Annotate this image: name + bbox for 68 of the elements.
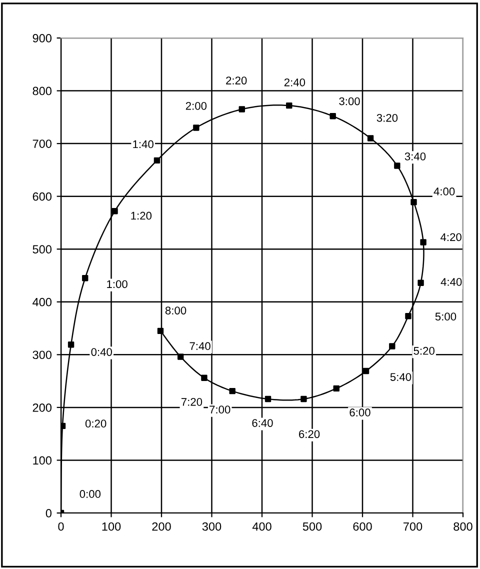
point (410, 199, 417, 206)
point (286, 102, 292, 109)
point (300, 396, 307, 402)
point (201, 374, 208, 381)
x-tick-label: 500 (302, 522, 322, 531)
y-tick-label: 500 (32, 245, 52, 254)
point (362, 368, 370, 374)
annotation: 7:20 (181, 398, 202, 406)
y-tick-label: 200 (32, 403, 52, 412)
annotation: 3:40 (404, 152, 426, 160)
annotation: 6:00 (350, 408, 370, 416)
annotation: 8:00 (165, 306, 186, 314)
point (157, 328, 164, 334)
point (177, 354, 184, 360)
point (405, 313, 412, 320)
annotation: 4:20 (440, 233, 462, 242)
x-tick-label: 100 (102, 522, 121, 531)
x-tick-label: 200 (152, 522, 171, 531)
y-tick-label: 100 (33, 456, 52, 465)
x-tick-label: 600 (353, 522, 372, 531)
point (418, 280, 424, 286)
x-tick-label: 0 (58, 522, 64, 531)
annotation: 5:20 (414, 346, 434, 355)
y-tick-label: 0 (46, 509, 52, 518)
point (229, 388, 236, 394)
annotation: 6:40 (252, 419, 273, 427)
point (367, 135, 374, 142)
annotation: 5:00 (435, 312, 456, 321)
annotation: 7:00 (210, 406, 230, 414)
point (61, 422, 66, 430)
annotation: 2:20 (226, 76, 247, 84)
annotation: 3:20 (376, 114, 398, 122)
x-tick-label: 700 (404, 522, 422, 531)
x-tick-label: 400 (252, 522, 272, 531)
x-tick-label: 800 (454, 522, 472, 531)
point (112, 208, 118, 214)
annotation: 0:00 (80, 490, 101, 498)
y-tick-label: 400 (32, 298, 52, 306)
annotation: 0:40 (91, 348, 112, 356)
point (154, 157, 160, 164)
annotation: 2:00 (186, 102, 207, 110)
annotation: 4:40 (440, 278, 462, 286)
annotation: 5:40 (390, 373, 412, 381)
point (394, 162, 400, 169)
annotation: 2:40 (284, 78, 306, 86)
point (333, 385, 340, 392)
y-tick-label: 900 (32, 34, 52, 42)
annotation: 1:00 (107, 280, 128, 288)
point (389, 343, 396, 350)
annotation: 4:00 (434, 188, 455, 196)
point (238, 106, 245, 112)
point (68, 342, 74, 348)
annotation: 1:40 (133, 140, 154, 148)
point (82, 275, 88, 282)
point (420, 239, 426, 246)
annotation: 1:20 (131, 212, 152, 220)
point (193, 124, 200, 131)
annotation: 6:20 (299, 430, 320, 438)
y-tick-label: 800 (32, 86, 52, 96)
annotation: 0:20 (85, 420, 106, 428)
y-tick-label: 300 (32, 350, 52, 360)
annotation: 7:40 (190, 342, 210, 350)
x-tick-label: 300 (202, 522, 222, 531)
y-tick-label: 700 (32, 140, 52, 148)
annotation: 3:00 (339, 97, 360, 106)
y-tick-label: 600 (32, 192, 52, 201)
point (330, 113, 336, 120)
point (264, 396, 272, 402)
